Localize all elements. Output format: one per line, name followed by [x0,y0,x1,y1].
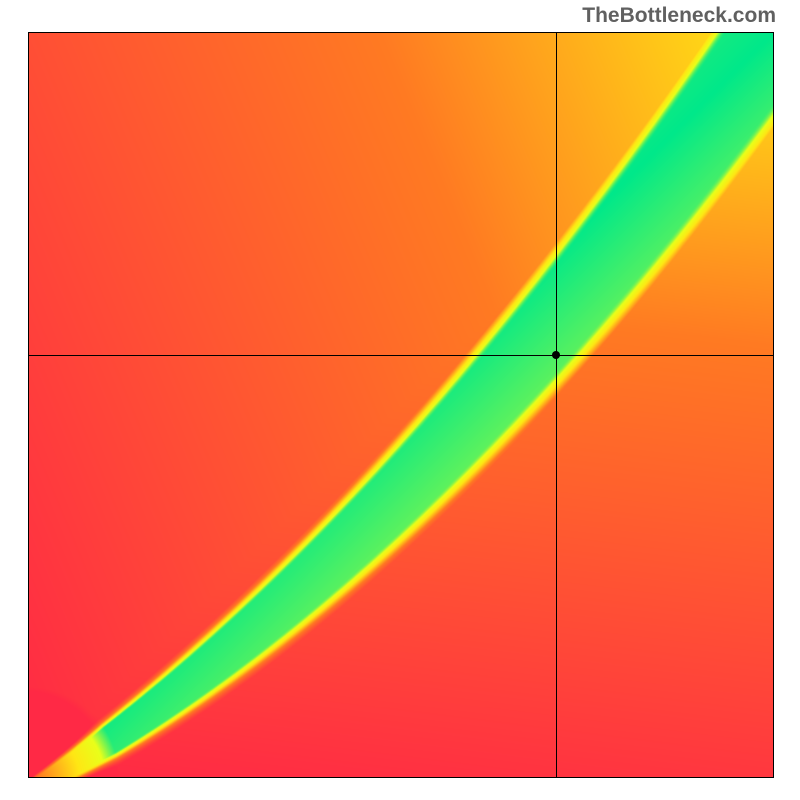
marker-dot [552,351,560,359]
crosshair-vertical [556,33,557,777]
crosshair-horizontal [29,355,773,356]
heatmap-canvas [29,33,773,777]
watermark-text: TheBottleneck.com [582,4,776,28]
heatmap-chart [28,32,774,778]
